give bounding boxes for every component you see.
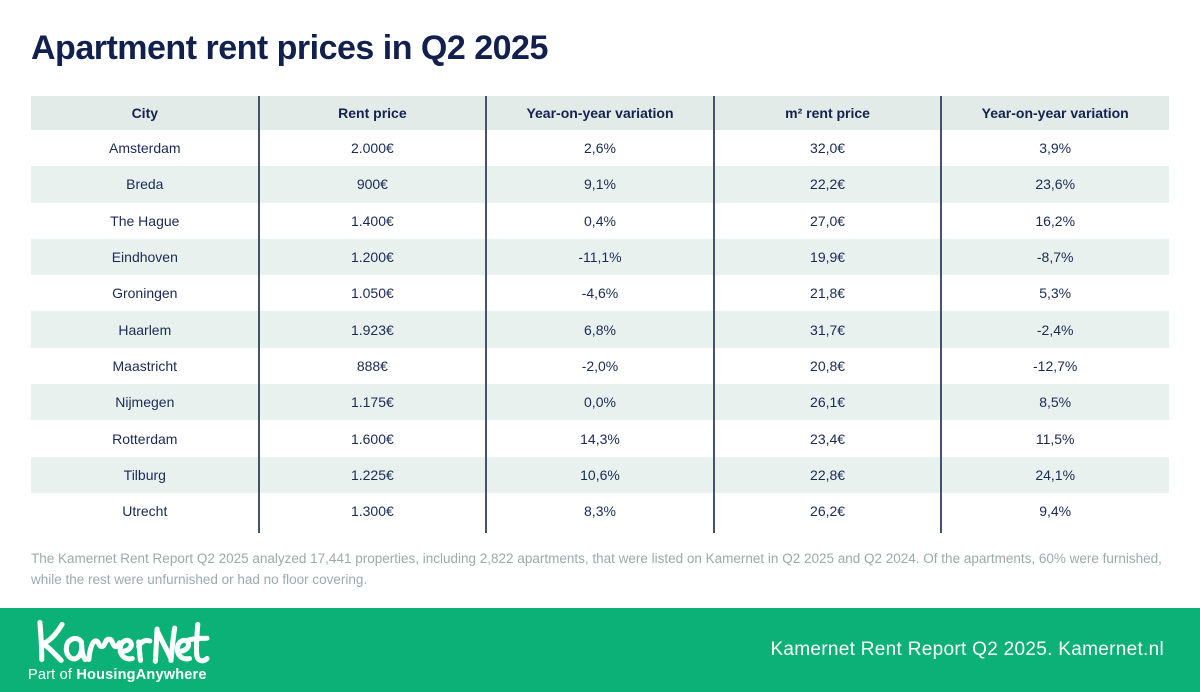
value-cell: 19,9€ [713, 238, 942, 276]
value-cell: 900€ [258, 166, 487, 203]
value-cell: 1.225€ [258, 456, 487, 493]
table-row: Eindhoven 1.200€ -11,1% 19,9€ -8,7% [31, 238, 1169, 276]
footer-report-label: Kamernet Rent Report Q2 2025. Kamernet.n… [770, 639, 1164, 660]
value-cell: 8,3% [486, 492, 714, 530]
column-divider [485, 96, 488, 534]
city-cell: Maastricht [31, 347, 259, 385]
header-cell: Rent price [258, 96, 487, 130]
city-cell: Nijmegen [31, 384, 259, 421]
value-cell: 22,2€ [713, 166, 942, 203]
table-row: Maastricht 888€ -2,0% 20,8€ -12,7% [31, 347, 1169, 385]
value-cell: 888€ [258, 347, 487, 385]
value-cell: -2,0% [486, 347, 714, 385]
city-cell: Eindhoven [31, 238, 259, 276]
logo-subtext-prefix: Part of [28, 667, 77, 683]
footer-bar: Part of HousingAnywhere Kamernet Rent Re… [0, 608, 1200, 692]
value-cell: 6,8% [486, 311, 714, 348]
value-cell: 1.400€ [258, 202, 487, 239]
header-cell: m² rent price [713, 96, 942, 130]
value-cell: 16,2% [941, 202, 1169, 239]
column-divider [712, 96, 715, 534]
city-cell: Groningen [31, 275, 259, 312]
column-divider [257, 96, 260, 534]
value-cell: 32,0€ [713, 130, 942, 167]
value-cell: 0,0% [486, 384, 714, 421]
value-cell: 27,0€ [713, 202, 942, 239]
header-cell: City [31, 96, 259, 130]
city-cell: Tilburg [31, 456, 259, 493]
city-cell: Breda [31, 166, 259, 203]
table-row: Breda 900€ 9,1% 22,2€ 23,6% [31, 166, 1169, 203]
city-cell: The Hague [31, 202, 259, 239]
value-cell: 0,4% [486, 202, 714, 239]
value-cell: 1.200€ [258, 238, 487, 276]
value-cell: 10,6% [486, 456, 714, 493]
value-cell: 2.000€ [258, 130, 487, 167]
page-title: Apartment rent prices in Q2 2025 [31, 29, 548, 67]
rent-table-body: Amsterdam 2.000€ 2,6% 32,0€ 3,9% Breda 900€ 9,1… [31, 130, 1169, 530]
kamernet-logo-block: Part of HousingAnywhere [28, 617, 218, 683]
kamernet-logo-icon [37, 620, 210, 664]
city-cell: Utrecht [31, 492, 259, 530]
table-row: Tilburg 1.225€ 10,6% 22,8€ 24,1% [31, 456, 1169, 493]
table-row: Haarlem 1.923€ 6,8% 31,7€ -2,4% [31, 311, 1169, 348]
table-row: Groningen 1.050€ -4,6% 21,8€ 5,3% [31, 275, 1169, 312]
value-cell: 23,4€ [713, 420, 942, 457]
header-row: City Rent price Year-on-year variation m² r… [31, 96, 1169, 130]
value-cell: 2,6% [486, 130, 714, 167]
value-cell: 1.923€ [258, 311, 487, 348]
logo-subtext: Part of HousingAnywhere [28, 667, 218, 683]
rent-table: City Rent price Year-on-year variation m² r… [31, 96, 1169, 530]
value-cell: 1.175€ [258, 384, 487, 421]
value-cell: 8,5% [941, 384, 1169, 421]
value-cell: -11,1% [486, 238, 714, 276]
value-cell: 26,1€ [713, 384, 942, 421]
report-footnote: The Kamernet Rent Report Q2 2025 analyze… [31, 551, 1162, 587]
logo-subtext-brand: HousingAnywhere [76, 667, 207, 683]
value-cell: 1.600€ [258, 420, 487, 457]
value-cell: -4,6% [486, 275, 714, 312]
value-cell: 5,3% [941, 275, 1169, 312]
city-cell: Rotterdam [31, 420, 259, 457]
value-cell: 11,5% [941, 420, 1169, 457]
value-cell: 26,2€ [713, 492, 942, 530]
value-cell: 21,8€ [713, 275, 942, 312]
value-cell: 23,6% [941, 166, 1169, 203]
city-cell: Haarlem [31, 311, 259, 348]
column-divider [940, 96, 943, 534]
value-cell: 1.300€ [258, 492, 487, 530]
value-cell: 24,1% [941, 456, 1169, 493]
table-row: The Hague 1.400€ 0,4% 27,0€ 16,2% [31, 202, 1169, 239]
header-cell: Year-on-year variation [941, 96, 1169, 130]
value-cell: -12,7% [941, 347, 1169, 385]
rent-table-head: City Rent price Year-on-year variation m² r… [31, 96, 1169, 130]
value-cell: 9,4% [941, 492, 1169, 530]
value-cell: -2,4% [941, 311, 1169, 348]
value-cell: 3,9% [941, 130, 1169, 167]
table-row: Rotterdam 1.600€ 14,3% 23,4€ 11,5% [31, 420, 1169, 457]
table-row: Amsterdam 2.000€ 2,6% 32,0€ 3,9% [31, 130, 1169, 167]
city-cell: Amsterdam [31, 130, 259, 167]
report-content: Apartment rent prices in Q2 2025 City Ren… [0, 26, 1200, 590]
rent-table-wrap: City Rent price Year-on-year variation m² r… [31, 96, 1169, 534]
table-row: Nijmegen 1.175€ 0,0% 26,1€ 8,5% [31, 384, 1169, 421]
value-cell: 9,1% [486, 166, 714, 203]
value-cell: 20,8€ [713, 347, 942, 385]
table-row: Utrecht 1.300€ 8,3% 26,2€ 9,4% [31, 492, 1169, 530]
value-cell: 31,7€ [713, 311, 942, 348]
value-cell: -8,7% [941, 238, 1169, 276]
value-cell: 14,3% [486, 420, 714, 457]
header-cell: Year-on-year variation [486, 96, 714, 130]
value-cell: 1.050€ [258, 275, 487, 312]
value-cell: 22,8€ [713, 456, 942, 493]
